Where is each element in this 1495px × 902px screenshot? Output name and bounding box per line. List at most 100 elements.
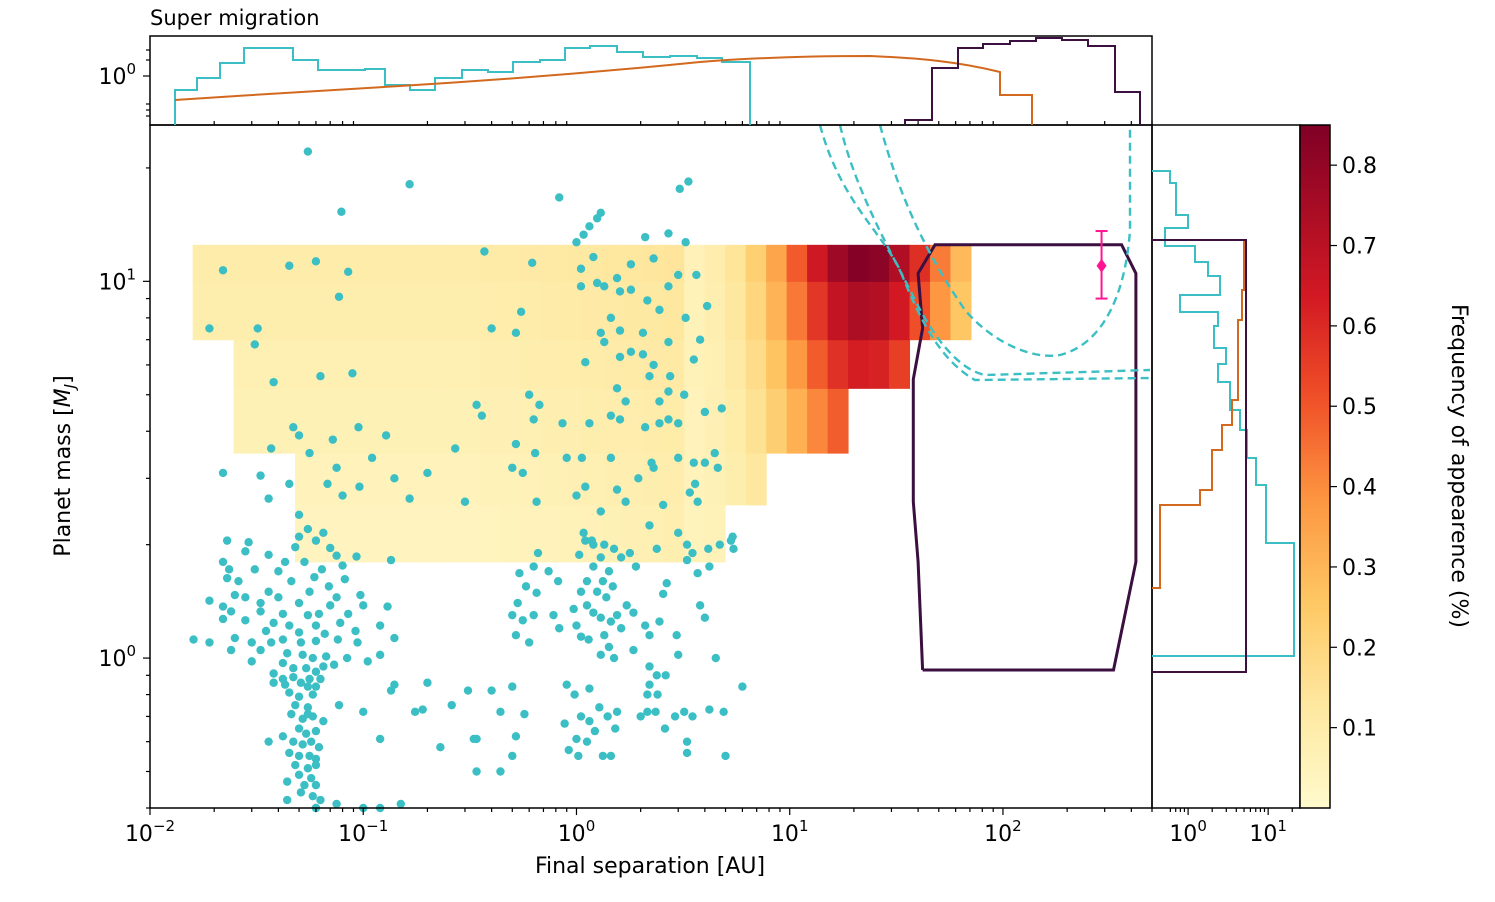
scatter-point — [524, 638, 534, 647]
scatter-point — [496, 707, 505, 717]
scatter-point — [596, 553, 605, 562]
scatter-point — [695, 335, 705, 344]
scatter-point — [355, 482, 364, 491]
right-hist-tick-label: 100 — [1169, 817, 1207, 847]
right-hist-tick-label: 101 — [1249, 817, 1287, 847]
heatmap-cell — [540, 281, 562, 341]
heatmap-cell — [274, 244, 296, 282]
scatter-point — [528, 258, 537, 267]
scatter-point — [645, 521, 654, 530]
scatter-point — [303, 524, 313, 534]
scatter-point — [287, 576, 296, 586]
scatter-point — [303, 610, 313, 620]
heatmap-cell — [417, 281, 439, 341]
scatter-point — [285, 261, 294, 270]
heatmap-cell — [745, 453, 767, 506]
heatmap-cell — [581, 453, 603, 506]
heatmap-cell — [786, 388, 808, 454]
heatmap-cell — [704, 388, 726, 454]
scatter-point — [269, 678, 278, 687]
scatter-point — [682, 737, 692, 746]
scatter-point — [247, 638, 256, 647]
heatmap-cell — [233, 244, 255, 282]
scatter-point — [256, 598, 265, 608]
scatter-point — [692, 270, 701, 280]
scatter-point — [244, 538, 253, 547]
heatmap-cell — [868, 339, 890, 389]
scatter-point — [616, 624, 626, 633]
heatmap-cell — [356, 504, 378, 563]
scatter-point — [675, 184, 684, 194]
scatter-point — [300, 780, 309, 790]
heatmap-cell — [725, 244, 747, 282]
scatter-point — [218, 468, 228, 478]
scatter-point — [477, 411, 487, 420]
scatter-point — [469, 734, 479, 744]
scatter-point — [700, 407, 710, 417]
purple-region-outline — [911, 243, 1138, 672]
scatter-point — [576, 264, 586, 273]
right-hist-cyan — [1152, 170, 1295, 657]
scatter-point — [576, 282, 586, 291]
scatter-point — [264, 494, 273, 503]
scatter-point — [606, 411, 616, 420]
scatter-point — [596, 650, 605, 660]
scatter-point — [549, 610, 558, 620]
heatmap-cell — [602, 339, 624, 389]
scatter-point — [269, 618, 278, 628]
heatmap-cell — [336, 244, 358, 282]
scatter-point — [316, 674, 325, 684]
heatmap-cell — [889, 244, 911, 282]
overlay-lines — [818, 124, 1151, 672]
scatter-point — [609, 653, 619, 663]
scatter-point — [298, 740, 307, 749]
scatter-point — [592, 214, 602, 223]
scatter-point — [301, 664, 311, 673]
scatter-point — [300, 557, 309, 567]
scatter-point — [508, 610, 517, 620]
scatter-point — [655, 397, 664, 406]
scatter-point — [226, 607, 236, 616]
scatter-point — [574, 751, 583, 761]
scatter-point — [529, 562, 538, 571]
colorbar-tick-label: 0.2 — [1342, 636, 1377, 661]
top-hist-purple — [904, 37, 1141, 125]
heatmap-cell — [376, 281, 398, 341]
scatter-point — [693, 568, 702, 578]
scatter-point — [463, 686, 473, 695]
scatter-point — [264, 737, 273, 746]
heatmap-cell — [807, 339, 829, 389]
scatter-point — [324, 582, 334, 591]
scatter-point — [308, 791, 317, 801]
x-axis-label: Final separation [AU] — [535, 854, 765, 879]
y-axis-label-main: Planet mass [ — [51, 407, 76, 556]
scatter-point — [658, 500, 668, 510]
scatter-point — [643, 707, 652, 717]
scatter-point — [596, 328, 605, 338]
scatter-point — [681, 313, 690, 323]
scatter-point — [615, 326, 625, 335]
scatter-point — [319, 662, 328, 671]
scatter-point — [572, 734, 581, 744]
scatter-point — [508, 751, 517, 761]
scatter-point — [670, 712, 680, 721]
heatmap-cell — [663, 339, 685, 389]
heatmap-cell — [663, 453, 685, 506]
heatmap-cell — [356, 339, 378, 389]
scatter-point — [626, 260, 636, 269]
scatter-point — [682, 540, 692, 549]
heatmap-cell — [438, 504, 460, 563]
scatter-point — [311, 621, 321, 630]
heatmap-cell — [540, 504, 562, 563]
scatter-point — [579, 230, 588, 239]
scatter-point — [672, 631, 681, 640]
scatter-point — [310, 572, 319, 582]
scatter-point — [606, 453, 616, 463]
scatter-point — [487, 686, 496, 695]
scatter-point — [294, 532, 304, 541]
heatmap-cell — [520, 453, 542, 506]
scatter-point — [487, 324, 496, 333]
scatter-point — [729, 544, 738, 554]
scatter-point — [616, 553, 626, 562]
heatmap-cell — [868, 244, 890, 282]
